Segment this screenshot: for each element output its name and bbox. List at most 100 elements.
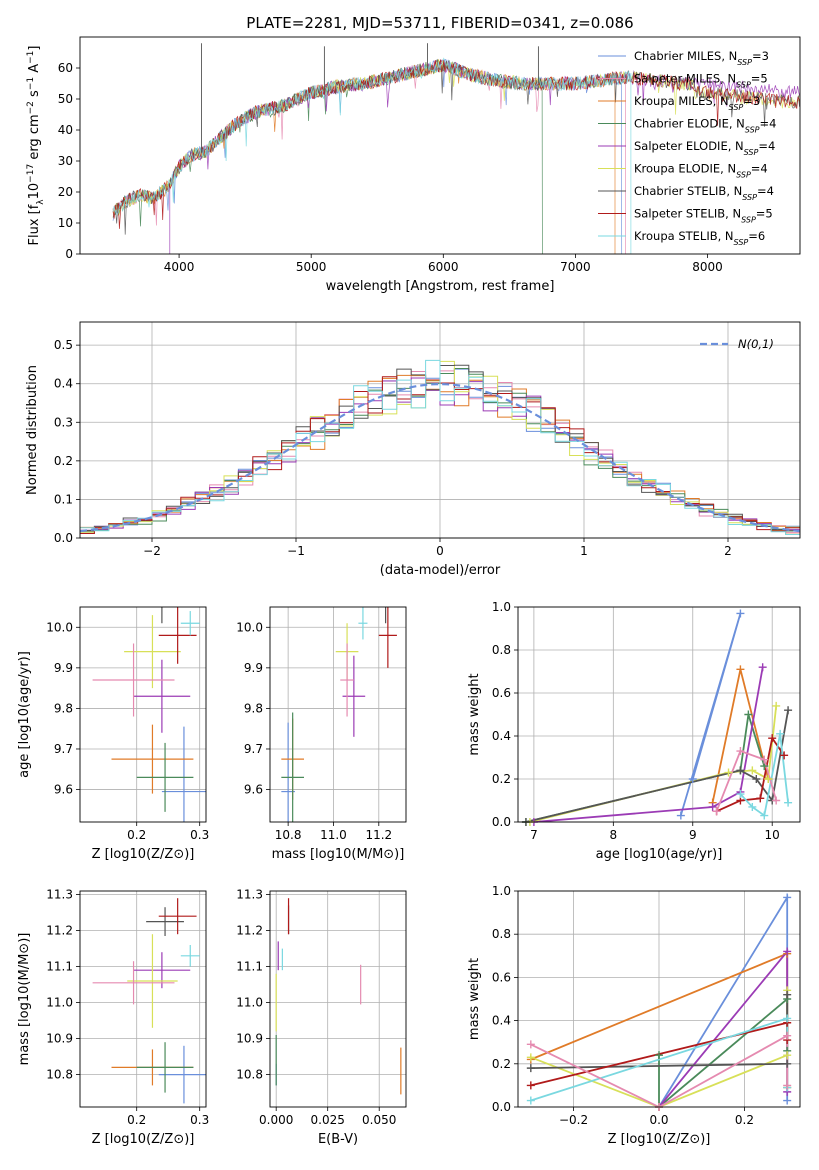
legend-entry: Kroupa STELIB, NSSP=6	[634, 229, 765, 247]
ticks-mass-vs-EBV: 0.000 0.025 0.050 10.8 10.9 11.0 11.1 11.2 11.3	[236, 888, 406, 1127]
ytick-label: 1.0	[492, 884, 511, 898]
x-axis-label: E(B-V)	[318, 1132, 358, 1147]
xtick-label: 10.8	[275, 828, 302, 842]
ytick-label: 0.4	[492, 1014, 511, 1028]
plot-area-age-vs-mass	[281, 607, 397, 822]
weight-point-marker	[526, 1064, 535, 1073]
axes-frame	[269, 890, 407, 1108]
weight-point-marker	[784, 706, 793, 715]
ytick-label: 60	[58, 61, 73, 75]
ytick-label: 1.0	[492, 600, 511, 614]
xtick-label: 8000	[692, 260, 723, 274]
ytick-label: 10.0	[236, 620, 263, 634]
y-axis-label: Normed distribution	[25, 365, 40, 495]
weight-point-marker	[712, 807, 721, 816]
plot-area-mass-vs-Z	[92, 898, 206, 1104]
xtick-label: 0.2	[127, 1113, 146, 1127]
ytick-label: 9.9	[244, 661, 263, 675]
ytick-label: 0.0	[54, 531, 73, 545]
weight-point-marker	[783, 1031, 792, 1040]
xtick-label: 7	[530, 828, 538, 842]
ticks-age-vs-mass: 10.8 11.0 11.2 9.6 9.7 9.8 9.9 10.0	[236, 607, 406, 842]
xtick-label: 7000	[560, 260, 591, 274]
panel-mass-vs-Z: 0.2 0.3 10.8 10.9 11.0 11.1 11.2 11.3 Z [log10(Z…	[17, 888, 209, 1147]
y-axis-label: Flux [fλ10−17 erg cm−2 s−1 A−1]	[26, 46, 46, 246]
axes-frame	[517, 606, 801, 823]
ytick-label: 10.8	[46, 1068, 73, 1082]
legend-entry: Kroupa ELODIE, NSSP=4	[634, 162, 768, 180]
histogram-series	[80, 359, 800, 538]
ytick-label: 10.0	[46, 620, 73, 634]
weight-point-marker	[772, 701, 781, 710]
panel-age-vs-Z: 0.2 0.3 9.6 9.7 9.8 9.9 10.0 Z [log10(Z/Z⊙)] age…	[17, 606, 209, 862]
weight-point-marker	[736, 747, 745, 756]
xtick-label: 0.3	[190, 1113, 209, 1127]
weight-point-marker	[688, 775, 697, 783]
xtick-label: 0.3	[190, 828, 209, 842]
weight-point-marker	[676, 811, 685, 820]
ytick-label: 11.2	[46, 924, 73, 938]
spectrum-series-line	[115, 58, 800, 235]
xtick-label: 2	[724, 544, 732, 558]
xtick-label: 0.025	[311, 1113, 345, 1127]
ytick-label: 0.2	[492, 1057, 511, 1071]
x-axis-label: Z [log10(Z/Z⊙)]	[608, 1132, 711, 1147]
ytick-label: 10.9	[236, 1032, 263, 1046]
weight-point-marker	[783, 1096, 792, 1105]
panel-mass-weight-vs-age: 7 8 9 10 0.0 0.2 0.4 0.6 0.8 1.0 age [log10(age/yr…	[467, 600, 801, 862]
ytick-label: 10.9	[46, 1032, 73, 1046]
y-axis-label: mass weight	[467, 958, 482, 1040]
ticks-mass-weight-vs-Z: −0.2 0.0 0.2 0.0 0.2 0.4 0.6 0.8 1.0	[492, 884, 800, 1127]
weight-point-marker	[526, 1040, 535, 1049]
weight-point-marker	[783, 990, 792, 999]
weight-point-marker	[783, 1081, 792, 1090]
panel-residuals: −2 −1 0 1 2 0.0 0.1 0.2 0.3 0.4 0.5 (data-model)/er…	[25, 321, 801, 578]
xtick-label: 4000	[164, 260, 195, 274]
ytick-label: 0.1	[54, 492, 73, 506]
weight-point-marker	[776, 729, 785, 738]
weight-point-marker	[744, 710, 753, 719]
weight-point-marker	[736, 609, 745, 618]
weight-point-marker	[760, 811, 769, 820]
xtick-label: 11.0	[320, 828, 347, 842]
ytick-label: 50	[58, 92, 73, 106]
legend-entry: Salpeter STELIB, NSSP=5	[634, 207, 773, 225]
ytick-label: 30	[58, 154, 73, 168]
residuals-legend: N(0,1)	[700, 337, 774, 351]
xtick-label: 0.050	[362, 1113, 396, 1127]
xtick-label: 0.000	[259, 1113, 293, 1127]
ytick-label: 9.7	[54, 742, 73, 756]
panel-spectrum: 4000 5000 6000 7000 8000 0 10 20 30 40 50 60 wavelen…	[26, 36, 801, 294]
weight-point-marker	[758, 663, 767, 672]
panel-mass-vs-EBV: 0.000 0.025 0.050 10.8 10.9 11.0 11.1 11.2 11.3 E…	[236, 888, 407, 1147]
ytick-label: 20	[58, 185, 73, 199]
weight-point-marker	[783, 1014, 792, 1023]
y-axis-label: mass weight	[467, 673, 482, 755]
figure-title: PLATE=2281, MJD=53711, FIBERID=0341, z=0…	[246, 14, 633, 32]
legend-entry: Chabrier STELIB, NSSP=4	[634, 184, 774, 202]
ytick-label: 0.6	[492, 686, 511, 700]
axes-frame	[79, 606, 207, 823]
axes-frame	[79, 890, 207, 1108]
xtick-label: 5000	[296, 260, 327, 274]
ytick-label: 0.3	[54, 415, 73, 429]
x-axis-label: wavelength [Angstrom, rest frame]	[326, 279, 555, 294]
ytick-label: 0.8	[492, 927, 511, 941]
ytick-label: 9.8	[54, 701, 73, 715]
ytick-label: 11.3	[236, 888, 263, 902]
panel-age-vs-mass: 10.8 11.0 11.2 9.6 9.7 9.8 9.9 10.0 mass [log10(…	[236, 606, 407, 862]
legend-entry: Chabrier ELODIE, NSSP=4	[634, 117, 776, 135]
ytick-label: 9.6	[54, 783, 73, 797]
ytick-label: 11.1	[46, 960, 73, 974]
weight-point-marker	[783, 893, 792, 902]
legend-entry: Salpeter MILES, NSSP=5	[634, 72, 768, 90]
ticks-age-vs-Z: 0.2 0.3 9.6 9.7 9.8 9.9 10.0	[46, 607, 209, 842]
ticks-mass-vs-Z: 0.2 0.3 10.8 10.9 11.0 11.1 11.2 11.3	[46, 888, 209, 1127]
xtick-label: 0.0	[649, 1113, 668, 1127]
ytick-label: 9.7	[244, 742, 263, 756]
xtick-label: −0.2	[559, 1113, 588, 1127]
weight-point-marker	[708, 802, 717, 811]
ticks-spectrum: 4000 5000 6000 7000 8000 0 10 20 30 40 50 60	[58, 61, 723, 274]
weight-point-marker	[783, 1059, 792, 1068]
